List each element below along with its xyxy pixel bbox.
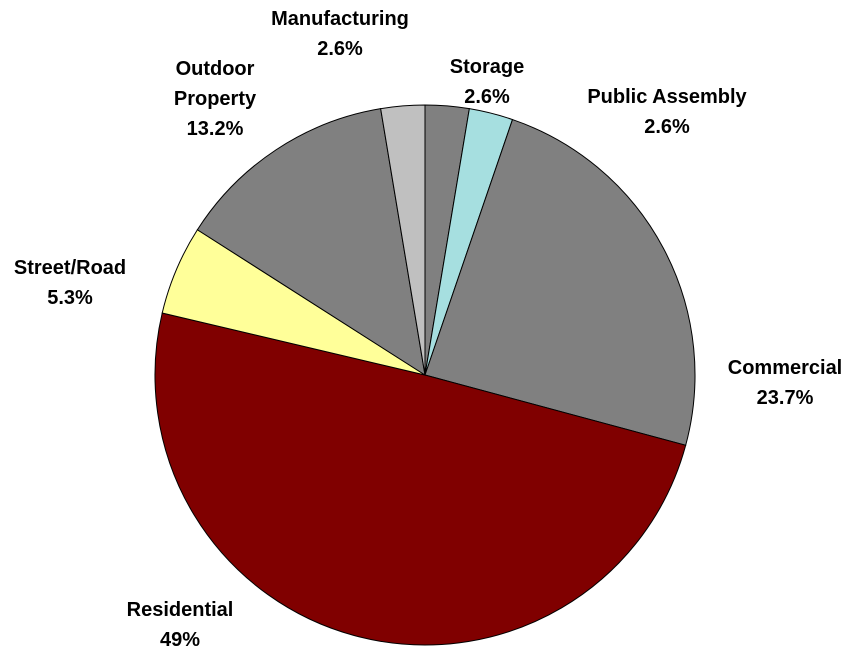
pie-slice (424, 118, 696, 446)
percent-label: 2.6% (644, 116, 690, 138)
pie-slice (196, 108, 426, 377)
category-name: Manufacturing (271, 8, 409, 30)
slice-label: Public Assembly 2.6% (547, 82, 787, 142)
category-name: Outdoor Property (173, 58, 257, 110)
slice-label: Street/Road 5.3% (0, 253, 150, 313)
slice-label: Manufacturing 2.6% (240, 4, 440, 64)
category-name: Public Assembly (587, 86, 747, 108)
pie-slice (154, 312, 687, 646)
percent-label: 13.2% (186, 118, 244, 140)
slice-label: Commercial 23.7% (695, 353, 866, 413)
percent-label: 2.6% (317, 38, 363, 60)
pie-slice (380, 104, 426, 376)
percent-label: 23.7% (756, 387, 814, 409)
slice-label: Outdoor Property 13.2% (160, 54, 270, 144)
category-name: Storage (449, 56, 525, 78)
category-name: Residential (126, 599, 234, 621)
slice-label: Residential 49% (90, 595, 270, 655)
category-name: Commercial (727, 357, 843, 379)
slice-label: Storage 2.6% (427, 52, 547, 112)
percent-label: 2.6% (464, 86, 510, 108)
percent-label: 5.3% (47, 287, 93, 309)
percent-label: 49% (159, 629, 201, 651)
category-name: Street/Road (13, 257, 127, 279)
